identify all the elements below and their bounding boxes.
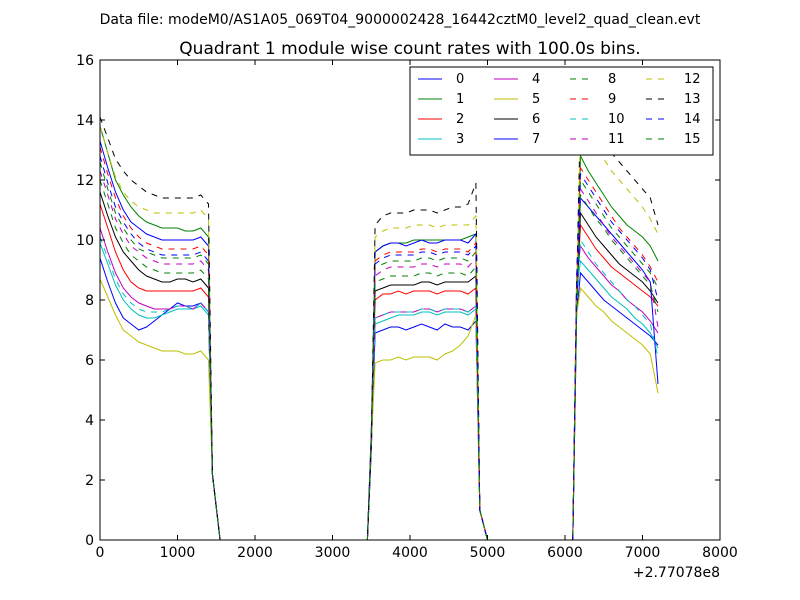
axes-layer: 0 1000 2000 3000 4000 5000 6000 7000 80000246810…	[76, 53, 738, 561]
series-line-12	[100, 121, 659, 540]
series-line-7	[100, 140, 659, 540]
legend-label-11: 11	[608, 132, 625, 147]
legend-label-13: 13	[684, 92, 701, 107]
y-tick-label: 16	[76, 53, 94, 69]
legend-label-1: 1	[456, 92, 464, 107]
series-line-5	[100, 278, 659, 540]
x-tick-label: 7000	[625, 545, 661, 561]
data-file-suptitle: Data file: modeM0/AS1A05_069T04_90000024…	[100, 12, 701, 28]
series-line-1	[100, 125, 659, 540]
y-tick-label: 12	[76, 173, 94, 189]
x-tick-label: 2000	[237, 545, 273, 561]
x-tick-label: 4000	[392, 545, 428, 561]
series-line-10	[100, 236, 659, 540]
series-layer	[100, 110, 659, 540]
series-line-11	[100, 170, 659, 540]
x-tick-label: 6000	[547, 545, 583, 561]
x-tick-label: 0	[96, 545, 105, 561]
legend-label-14: 14	[684, 112, 701, 127]
legend-label-15: 15	[684, 132, 701, 147]
x-tick-label: 8000	[702, 545, 738, 561]
series-line-3	[100, 242, 659, 540]
legend-label-6: 6	[532, 112, 540, 127]
series-line-4	[100, 227, 659, 540]
y-tick-label: 8	[85, 293, 94, 309]
legend-label-7: 7	[532, 132, 540, 147]
legend-label-2: 2	[456, 112, 464, 127]
chart-title: Quadrant 1 module wise count rates with …	[179, 39, 640, 59]
y-tick-label: 10	[76, 233, 94, 249]
legend-label-5: 5	[532, 92, 540, 107]
series-line-8	[100, 161, 659, 540]
x-tick-label: 3000	[315, 545, 351, 561]
series-line-9	[100, 146, 659, 540]
series-line-13	[100, 110, 659, 540]
series-line-2	[100, 203, 659, 540]
legend-box	[409, 66, 714, 156]
legend-label-0: 0	[456, 72, 464, 87]
y-tick-label: 0	[85, 533, 94, 549]
series-line-15	[100, 179, 659, 540]
y-tick-label: 14	[76, 113, 94, 129]
legend-label-8: 8	[608, 72, 616, 87]
legend-label-9: 9	[608, 92, 616, 107]
series-line-14	[100, 155, 659, 540]
y-tick-label: 2	[85, 473, 94, 489]
x-offset-label: +2.77078e8	[633, 565, 720, 581]
series-line-6	[100, 191, 659, 540]
y-tick-label: 4	[85, 413, 94, 429]
legend-label-3: 3	[456, 132, 464, 147]
x-tick-label: 1000	[160, 545, 196, 561]
legend-label-4: 4	[532, 72, 540, 87]
legend-label-10: 10	[608, 112, 625, 127]
series-line-0	[100, 257, 659, 540]
legend-label-12: 12	[684, 72, 701, 87]
y-tick-label: 6	[85, 353, 94, 369]
x-tick-label: 5000	[470, 545, 506, 561]
